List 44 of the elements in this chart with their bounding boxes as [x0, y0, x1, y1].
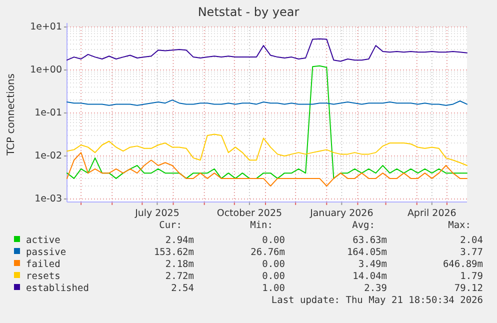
- text: 2.54: [171, 283, 194, 294]
- x-tick-label: July 2025: [134, 208, 180, 219]
- text: 2.72m: [165, 271, 194, 282]
- text: Avg:: [352, 220, 375, 231]
- text: 79.12: [454, 283, 483, 294]
- text: 1.00: [262, 283, 286, 294]
- line-series: [66, 134, 468, 166]
- text: 0.00: [262, 259, 286, 270]
- text: Min:: [250, 220, 273, 231]
- x-tick-label: April 2026: [407, 208, 456, 219]
- text: 14.04m: [352, 271, 388, 282]
- chart-title: Netstat - by year: [198, 5, 300, 19]
- legend-label: failed: [26, 259, 60, 270]
- y-tick-label: 1e+01: [30, 22, 62, 32]
- legend-label: established: [26, 283, 89, 294]
- y-tick-label: 1e-01: [34, 107, 62, 118]
- text: 2.04: [460, 235, 484, 246]
- text: 0.00: [262, 235, 286, 246]
- line-series: [66, 65, 468, 179]
- text: Max:: [448, 220, 471, 231]
- y-tick-label: 1e+00: [30, 64, 62, 76]
- text: 26.76m: [250, 247, 286, 258]
- legend-label: resets: [26, 271, 60, 282]
- text: 3.77: [460, 247, 483, 258]
- text: Cur:: [159, 220, 182, 231]
- legend-label: passive: [26, 247, 66, 258]
- text: 2.39: [364, 283, 388, 294]
- text: 164.05m: [346, 247, 388, 258]
- y-tick-label: 1e-03: [34, 193, 62, 204]
- line-series: [66, 152, 468, 187]
- y-axis-title: TCP connections: [6, 73, 17, 157]
- text: 0.00: [262, 271, 286, 282]
- text: 646.89m: [442, 259, 484, 270]
- x-tick-label: January 2026: [309, 208, 374, 219]
- x-tick-label: October 2025: [216, 208, 282, 219]
- y-tick-label: 1e-02: [34, 150, 62, 162]
- text: 153.62m: [154, 247, 194, 258]
- text: 2.18m: [165, 259, 194, 270]
- legend-label: active: [26, 235, 61, 246]
- text: 3.49m: [358, 259, 388, 270]
- text: 2.94m: [165, 235, 194, 246]
- text: 1.79: [460, 271, 484, 282]
- text: 63.63m: [352, 235, 388, 246]
- text: Last update: Thu May 21 18:50:34 2026: [271, 295, 484, 306]
